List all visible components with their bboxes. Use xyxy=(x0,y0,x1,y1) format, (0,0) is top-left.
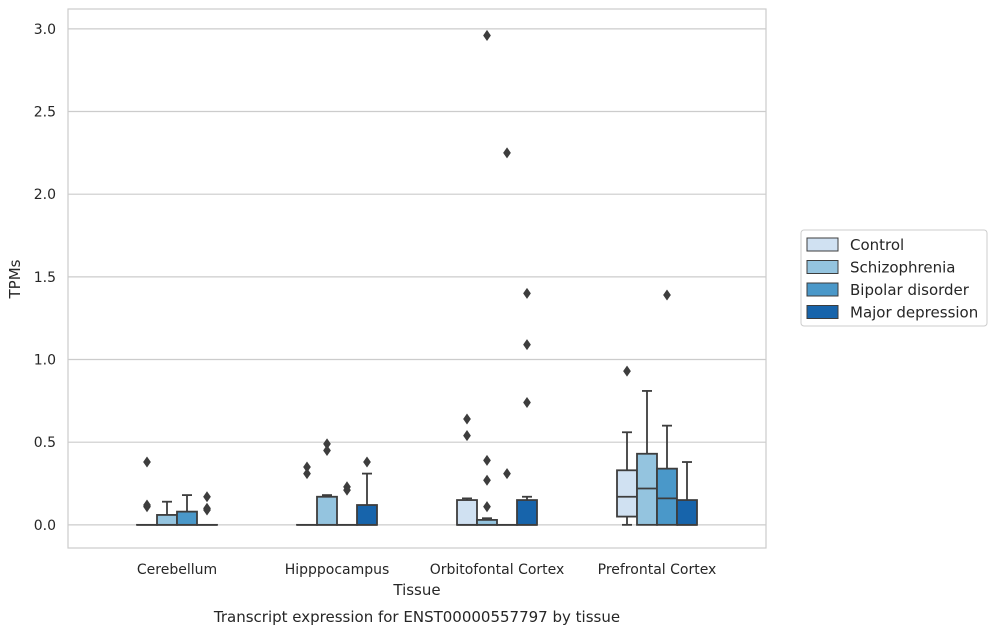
outlier-point xyxy=(623,365,631,377)
outlier-point xyxy=(203,491,211,503)
box-body xyxy=(676,499,698,526)
x-axis-label: Tissue xyxy=(392,581,440,599)
y-tick-label: 0.0 xyxy=(34,518,56,534)
outlier-point xyxy=(463,430,471,442)
y-tick-label: 2.5 xyxy=(34,105,56,121)
outlier-point xyxy=(523,287,531,299)
legend-swatch xyxy=(806,260,839,274)
outlier-point xyxy=(343,484,351,496)
outlier-point xyxy=(483,29,491,41)
legend-item-control: Control xyxy=(806,236,904,254)
legend-label: Control xyxy=(850,236,904,254)
x-tick-label: Hipppocampus xyxy=(285,562,390,578)
y-tick-label: 1.0 xyxy=(34,353,56,369)
box-schizophrenia xyxy=(156,500,178,526)
outlier-point xyxy=(463,413,471,425)
box-bipolar-disorder xyxy=(656,424,678,526)
outlier-point xyxy=(523,396,531,409)
box-body xyxy=(316,495,338,526)
legend-swatch xyxy=(806,237,839,252)
legend-label: Bipolar disorder xyxy=(850,281,970,299)
outlier-point xyxy=(363,456,371,468)
legend-swatch xyxy=(806,305,839,319)
x-tick-label: Prefrontal Cortex xyxy=(598,562,717,578)
box-body xyxy=(516,499,538,526)
outlier-point xyxy=(483,474,491,486)
x-tick-label: Cerebellum xyxy=(137,562,217,578)
outlier-point xyxy=(203,504,211,516)
outlier-point xyxy=(503,147,511,159)
box-control xyxy=(456,497,478,526)
box-body xyxy=(456,499,478,526)
box-body xyxy=(356,504,378,526)
legend-item-bipolar-disorder: Bipolar disorder xyxy=(806,281,970,299)
outlier-point xyxy=(483,454,491,466)
box-series xyxy=(136,390,698,526)
plot-frame xyxy=(67,8,767,549)
y-tick-label: 2.0 xyxy=(34,187,56,203)
outlier-point xyxy=(663,289,671,301)
outlier-point xyxy=(523,339,531,351)
y-tick-label: 1.5 xyxy=(34,270,56,286)
gridlines xyxy=(68,28,766,526)
box-body xyxy=(616,469,638,518)
box-major-depression xyxy=(676,461,698,526)
box-major-depression xyxy=(516,495,538,526)
legend-frame xyxy=(800,229,988,327)
legend-item-schizophrenia: Schizophrenia xyxy=(806,259,955,277)
outlier-points xyxy=(143,29,671,516)
outlier-point xyxy=(143,499,151,511)
y-tick-label: 3.0 xyxy=(34,22,56,38)
x-tick-labels: Cerebellum Hipppocampus Orbitofontal Corte… xyxy=(137,562,716,578)
box-schizophrenia xyxy=(636,390,658,526)
legend-item-major-depression: Major depression xyxy=(806,304,978,322)
outlier-point xyxy=(303,468,311,480)
box-schizophrenia xyxy=(476,517,498,526)
x-tick-label: Orbitofontal Cortex xyxy=(430,562,565,578)
outlier-point xyxy=(503,468,511,480)
chart-caption: Transcript expression for ENST0000055779… xyxy=(213,608,620,626)
legend-label: Schizophrenia xyxy=(850,259,955,277)
box-schizophrenia xyxy=(316,494,338,526)
outlier-point xyxy=(483,501,491,513)
box-body xyxy=(176,510,198,526)
outlier-point xyxy=(143,456,151,468)
box-body xyxy=(656,467,678,526)
box-body xyxy=(156,514,178,526)
outlier-point xyxy=(323,444,331,456)
legend-swatch xyxy=(806,282,839,297)
legend-label: Major depression xyxy=(850,304,978,322)
y-axis-label: TPMs xyxy=(6,259,24,299)
box-bipolar-disorder xyxy=(176,494,198,526)
y-tick-label: 0.5 xyxy=(34,435,56,451)
box-control xyxy=(616,431,638,526)
box-major-depression xyxy=(356,472,378,526)
y-tick-labels: 0.0 0.5 1.0 1.5 2.0 2.5 3.0 xyxy=(34,22,56,534)
legend: Control Schizophrenia Bipolar disorder Majo… xyxy=(800,229,988,327)
